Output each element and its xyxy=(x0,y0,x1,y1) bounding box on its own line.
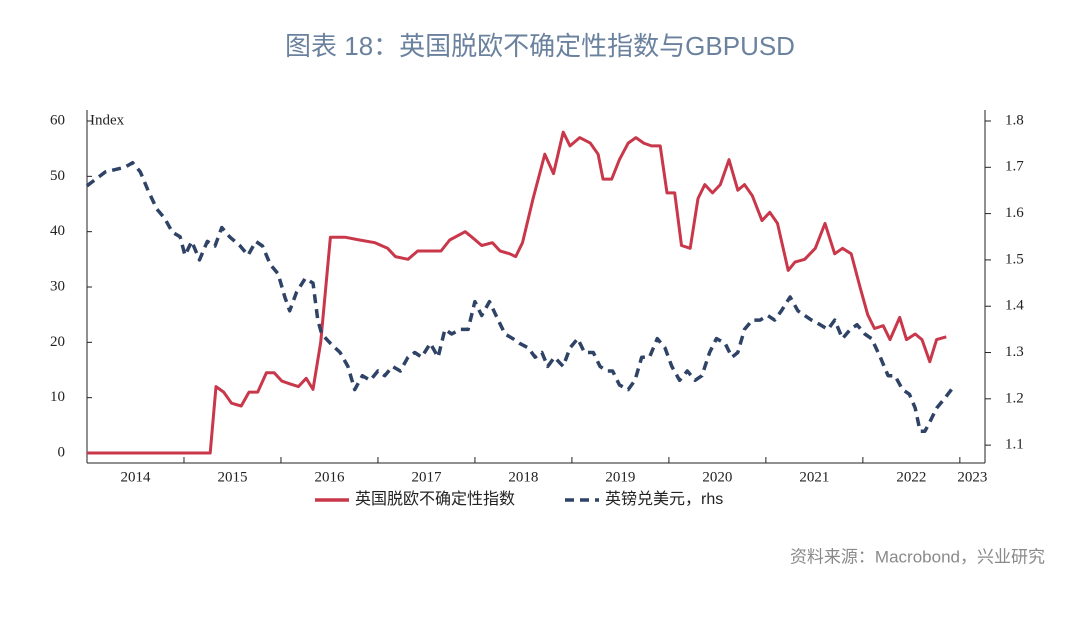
y-tick-label: 40 xyxy=(50,223,65,239)
source-note: 资料来源：Macrobond，兴业研究 xyxy=(790,547,1045,566)
legend-label: 英国脱欧不确定性指数 xyxy=(355,490,515,508)
y2-tick-label: 1.1 xyxy=(1005,437,1024,453)
x-tick-label: 2014 xyxy=(120,469,151,485)
y2-tick-label: 1.5 xyxy=(1005,251,1024,267)
y-tick-label: 30 xyxy=(50,278,65,294)
y-tick-label: 50 xyxy=(50,168,65,184)
y2-tick-label: 1.7 xyxy=(1005,159,1024,175)
x-tick-label: 2022 xyxy=(896,469,926,485)
y-tick-label: 0 xyxy=(58,444,66,460)
y-tick-label: 10 xyxy=(50,389,65,405)
y-tick-label: 60 xyxy=(50,112,65,128)
x-tick-label: 2016 xyxy=(314,469,345,485)
y2-tick-label: 1.3 xyxy=(1005,344,1024,360)
series-line xyxy=(85,160,957,433)
x-tick-label: 2019 xyxy=(605,469,635,485)
y2-tick-label: 1.2 xyxy=(1005,390,1024,406)
x-tick-label: 2021 xyxy=(799,469,829,485)
y-tick-label: 20 xyxy=(50,334,65,350)
x-tick-label: 2017 xyxy=(411,469,442,485)
y2-tick-label: 1.8 xyxy=(1005,112,1024,128)
x-tick-label: 2018 xyxy=(508,469,538,485)
x-tick-label: 2020 xyxy=(702,469,732,485)
series-line xyxy=(87,130,947,455)
y2-tick-label: 1.6 xyxy=(1005,205,1024,221)
chart-title: 图表 18：英国脱欧不确定性指数与GBPUSD xyxy=(285,31,795,61)
y2-tick-label: 1.4 xyxy=(1005,298,1024,314)
legend-label: 英镑兑美元，rhs xyxy=(605,490,723,508)
x-tick-label: 2015 xyxy=(217,469,247,485)
x-tick-label: 2023 xyxy=(957,469,987,485)
y-axis-label: Index xyxy=(90,112,125,128)
